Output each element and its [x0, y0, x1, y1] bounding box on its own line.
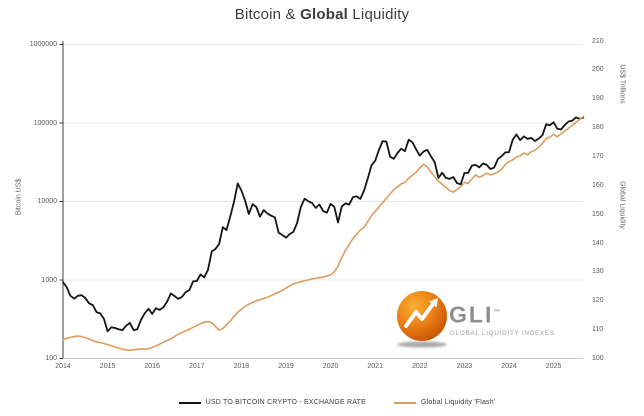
y-left-tick-label: 10000: [37, 198, 57, 205]
y-right-tick-label: 180: [592, 124, 604, 132]
y-left-tick-label: 100: [45, 355, 57, 362]
y-right-tick-label: 100: [592, 355, 604, 362]
legend-item-gli: Global Liquidity 'Flash': [393, 399, 496, 406]
x-tick-label: 2014: [55, 363, 71, 370]
logo-trademark: ™: [493, 309, 503, 316]
y-right-tick-label: 160: [592, 181, 604, 189]
y-right-tick-label: 150: [592, 210, 604, 218]
series-line-bitcoin: [62, 116, 585, 333]
x-tick-label: 2018: [233, 363, 250, 370]
logo-shadow: [397, 341, 447, 348]
x-tick-label: 2023: [456, 363, 473, 370]
y-right-tick-label: 210: [592, 37, 604, 45]
x-tick-label: 2021: [367, 363, 383, 370]
y-right-tick-label: 190: [592, 95, 604, 103]
y-right-tick-label: 110: [592, 326, 604, 334]
x-tick-label: 2020: [322, 363, 339, 370]
x-tick-label: 2025: [545, 363, 562, 370]
right-axis-unit-title: US$ Trillions: [618, 64, 626, 104]
series-line-global-liquidity: [62, 115, 585, 352]
y-left-tick-label: 1000: [41, 276, 57, 284]
legend-swatch-btc-icon: [178, 401, 201, 404]
logo-trend-arrowhead-icon: [429, 298, 438, 308]
x-tick-label: 2019: [278, 363, 294, 370]
x-tick-label: 2017: [189, 363, 205, 370]
legend-label-btc: USD TO BITCOIN CRYPTO - EXCHANGE RATE: [205, 399, 366, 406]
x-tick-label: 2015: [99, 363, 116, 370]
y-left-tick-label: 1000000: [29, 41, 57, 48]
logo-subtitle: GLOBAL LIQUIDITY INDEXES: [450, 330, 555, 337]
chart-title: Bitcoin & Global Liquidity: [0, 6, 644, 23]
chart-title-bold: Global: [300, 6, 349, 23]
x-tick-label: 2022: [412, 363, 428, 370]
gridlines-group: [63, 44, 583, 281]
y-right-tick-label: 200: [592, 66, 604, 74]
y-right-tick-label: 140: [592, 239, 604, 247]
chart-title-pre: Bitcoin &: [234, 6, 301, 23]
legend-label-gli: Global Liquidity 'Flash': [420, 399, 496, 406]
y-right-tick-label: 170: [592, 152, 604, 160]
logo-wordmark: GLI™: [449, 300, 502, 328]
legend-swatch-gli-icon: [393, 401, 416, 404]
right-axis-title: Global Liquidity: [618, 181, 626, 229]
logo-name-text: GLI: [449, 301, 494, 328]
x-tick-label: 2024: [501, 363, 517, 370]
logo-trend-arrow-line: [404, 302, 435, 328]
x-tick-label: 2016: [144, 363, 160, 370]
chart-legend: USD TO BITCOIN CRYPTO - EXCHANGE RATE Gl…: [0, 399, 644, 406]
chart-title-post: Liquidity: [348, 6, 410, 23]
y-right-tick-label: 120: [592, 297, 604, 305]
gli-logo: [397, 291, 447, 348]
y-left-tick-label: 100000: [33, 119, 57, 127]
y-right-tick-label: 130: [592, 268, 604, 276]
left-axis-title: Bitcoin US$: [15, 178, 23, 216]
series-group: [62, 115, 585, 352]
left-tickmarks-group: [59, 44, 63, 359]
legend-item-btc: USD TO BITCOIN CRYPTO - EXCHANGE RATE: [178, 399, 366, 406]
